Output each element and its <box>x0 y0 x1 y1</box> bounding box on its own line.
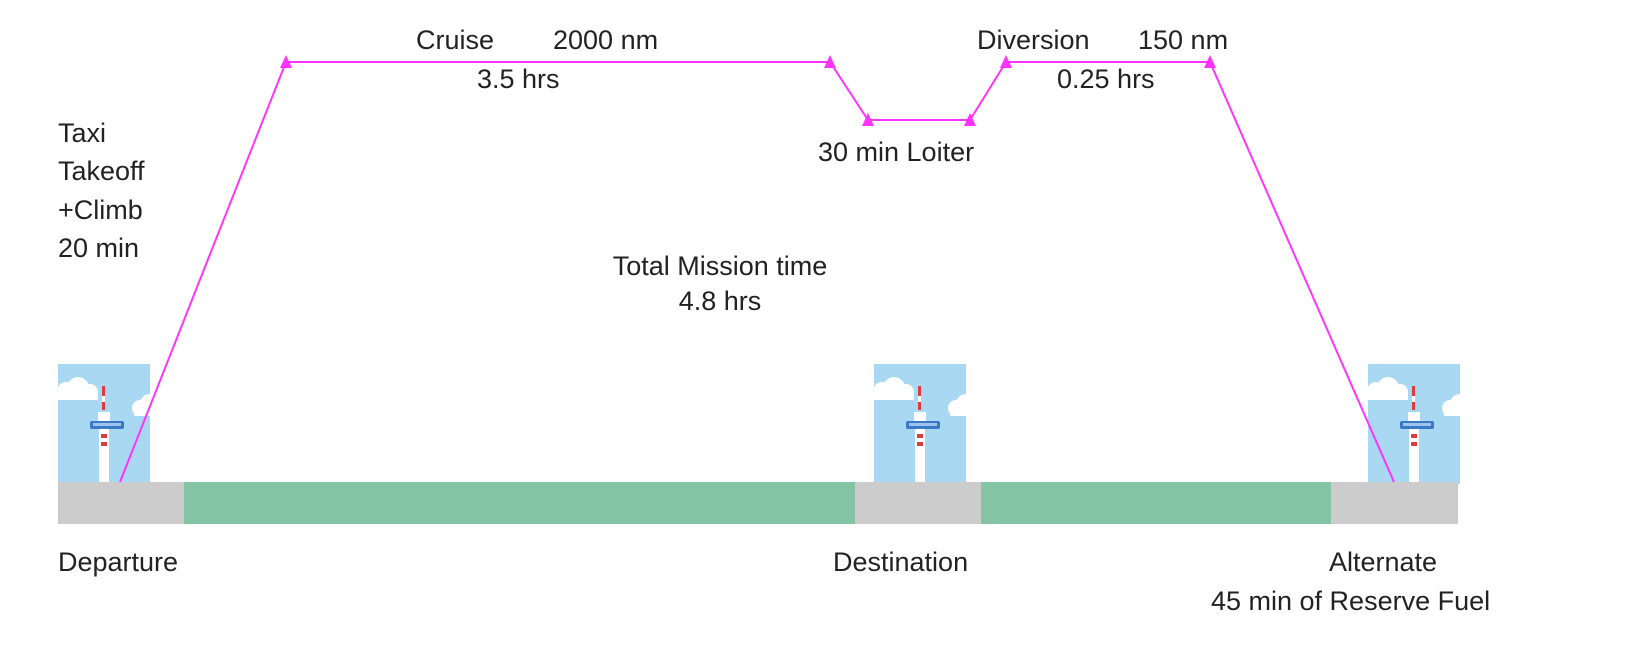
climb-time-label: 20 min <box>58 233 139 263</box>
waypoint-marker <box>862 113 874 126</box>
control-tower-icon <box>873 364 976 484</box>
reserve-fuel-label: 45 min of Reserve Fuel <box>1211 586 1490 616</box>
route-segment-cruise <box>184 482 855 524</box>
waypoint-marker <box>1000 55 1012 68</box>
waypoint-marker <box>280 55 292 68</box>
waypoint-marker <box>824 55 836 68</box>
total-mission-value: 4.8 hrs <box>679 286 762 316</box>
departure-runway <box>58 482 184 524</box>
takeoff-label: Takeoff <box>58 156 145 186</box>
diversion-time: 0.25 hrs <box>1057 64 1155 94</box>
loiter-label: 30 min Loiter <box>818 137 974 167</box>
cruise-time: 3.5 hrs <box>477 64 560 94</box>
alternate-runway <box>1331 482 1458 524</box>
diversion-label: Diversion <box>977 25 1090 55</box>
control-tower-icon <box>57 364 160 484</box>
control-tower-icon <box>1367 364 1470 484</box>
alternate-label: Alternate <box>1329 547 1437 577</box>
cruise-label: Cruise <box>416 25 494 55</box>
destination-label: Destination <box>833 547 968 577</box>
climb-label: +Climb <box>58 195 143 225</box>
destination-runway <box>855 482 981 524</box>
waypoint-marker <box>964 113 976 126</box>
waypoint-markers <box>280 55 1216 126</box>
waypoint-marker <box>1204 55 1216 68</box>
total-mission-label: Total Mission time <box>613 251 828 281</box>
diversion-distance: 150 nm <box>1138 25 1228 55</box>
cruise-distance: 2000 nm <box>553 25 658 55</box>
departure-label: Departure <box>58 547 178 577</box>
taxi-label: Taxi <box>58 118 106 148</box>
mission-profile-path <box>119 61 1395 483</box>
route-segment-diversion <box>981 482 1331 524</box>
